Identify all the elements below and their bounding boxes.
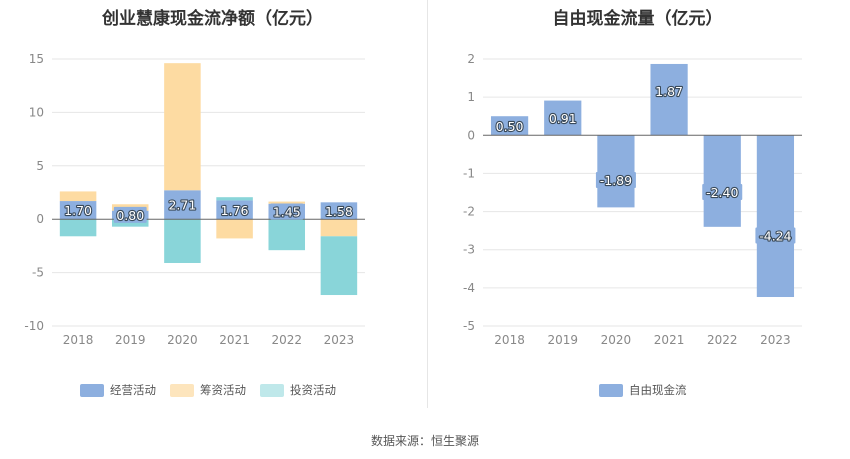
data-label: 0.91: [549, 111, 577, 126]
y-tick-label: 0: [467, 128, 475, 142]
y-tick-label: -1: [463, 166, 475, 180]
y-tick-label: 2: [467, 52, 475, 66]
legend-item-investing[interactable]: 投资活动: [260, 382, 336, 398]
bar-free-cash-flow: [490, 116, 529, 136]
bar-investing: [164, 219, 201, 263]
bar-financing: [216, 219, 253, 239]
x-tick-label: 2023: [760, 333, 791, 347]
bar-free-cash-flow: [544, 100, 582, 136]
bar-investing: [216, 197, 253, 201]
y-tick-label: -4: [463, 281, 475, 295]
y-tick-label: -2: [463, 205, 475, 219]
bar-free-cash-flow: [703, 135, 741, 227]
data-label-bg: [493, 117, 526, 134]
x-tick-label: 2022: [707, 333, 738, 347]
data-label-bg: [755, 227, 796, 244]
data-source: 数据来源：恒生聚源: [370, 434, 479, 448]
y-tick-label: -5: [463, 319, 475, 333]
chart-title-net-cash-flow: 创业慧康现金流净额（亿元）: [102, 9, 323, 29]
data-label: 0.50: [496, 119, 524, 134]
x-tick-label: 2021: [219, 333, 250, 347]
data-label-bg: [546, 109, 580, 126]
y-tick-label: -10: [24, 319, 44, 333]
legend-label-free-cash-flow: 自由现金流: [629, 383, 687, 397]
data-label: 1.58: [325, 204, 353, 219]
bar-investing: [59, 219, 97, 237]
chart-title-free-cash-flow: 自由现金流量（亿元）: [552, 9, 723, 29]
y-tick-label: -5: [32, 266, 44, 280]
free-cash-flow-legend: 自由现金流: [599, 382, 687, 398]
panel-divider: [427, 0, 428, 408]
x-tick-label: 2018: [63, 333, 94, 347]
bar-financing: [164, 63, 201, 191]
x-tick-label: 2020: [167, 333, 198, 347]
data-label-bg: [218, 201, 251, 218]
data-label: -4.24: [759, 229, 791, 244]
data-label: 1.76: [221, 203, 249, 218]
data-label: -2.40: [706, 185, 738, 200]
legend-swatch-investing: [260, 383, 284, 397]
x-tick-label: 2018: [494, 333, 525, 347]
x-tick-label: 2023: [324, 333, 355, 347]
bar-financing: [59, 191, 97, 202]
data-label-bg: [61, 202, 95, 219]
x-tick-label: 2022: [271, 333, 302, 347]
legend-swatch-operating: [80, 383, 104, 397]
legend-swatch-financing: [170, 383, 194, 397]
legend-label-operating: 经营活动: [110, 383, 156, 397]
y-tick-label: 5: [36, 159, 44, 173]
legend-item-free-cash-flow[interactable]: 自由现金流: [599, 382, 687, 398]
x-tick-label: 2021: [654, 333, 685, 347]
data-label: -1.89: [600, 173, 632, 188]
data-label-bg: [270, 203, 304, 220]
net-cash-flow-chart: 15 10 5 0 -5 -10 2018 2019 2020 2021 2022 2023 1.70 0…: [24, 52, 365, 347]
bar-financing: [268, 201, 306, 204]
bar-free-cash-flow: [650, 63, 688, 136]
data-label: 0.80: [116, 208, 144, 223]
data-label: 1.87: [655, 84, 683, 99]
data-label-bg: [113, 206, 147, 223]
data-label: 2.71: [168, 198, 196, 213]
data-label-bg: [166, 196, 199, 213]
data-label-bg: [595, 171, 636, 188]
bar-investing: [320, 236, 358, 296]
legend-label-investing: 投资活动: [290, 383, 336, 397]
net-cash-flow-legend: 经营活动 筹资活动 投资活动: [80, 382, 336, 398]
x-tick-label: 2020: [601, 333, 632, 347]
data-label: 1.70: [64, 203, 92, 218]
bar-investing: [111, 219, 149, 227]
data-label-bg: [702, 184, 743, 201]
data-label-bg: [652, 83, 686, 100]
data-label-bg: [322, 202, 356, 219]
bar-investing: [268, 219, 306, 251]
x-tick-label: 2019: [115, 333, 146, 347]
legend-label-financing: 筹资活动: [200, 383, 246, 397]
legend-item-financing[interactable]: 筹资活动: [170, 382, 246, 398]
bar-financing: [320, 219, 358, 237]
y-tick-label: 0: [36, 212, 44, 226]
y-tick-label: -3: [463, 243, 475, 257]
y-tick-label: 15: [29, 52, 44, 66]
data-label: 1.45: [273, 204, 301, 219]
legend-swatch-free-cash-flow: [599, 383, 623, 397]
legend-item-operating[interactable]: 经营活动: [80, 382, 156, 398]
x-tick-label: 2019: [547, 333, 578, 347]
bar-free-cash-flow: [756, 135, 795, 298]
y-tick-label: 10: [29, 105, 44, 119]
y-tick-label: 1: [467, 90, 475, 104]
bar-free-cash-flow: [597, 135, 635, 208]
